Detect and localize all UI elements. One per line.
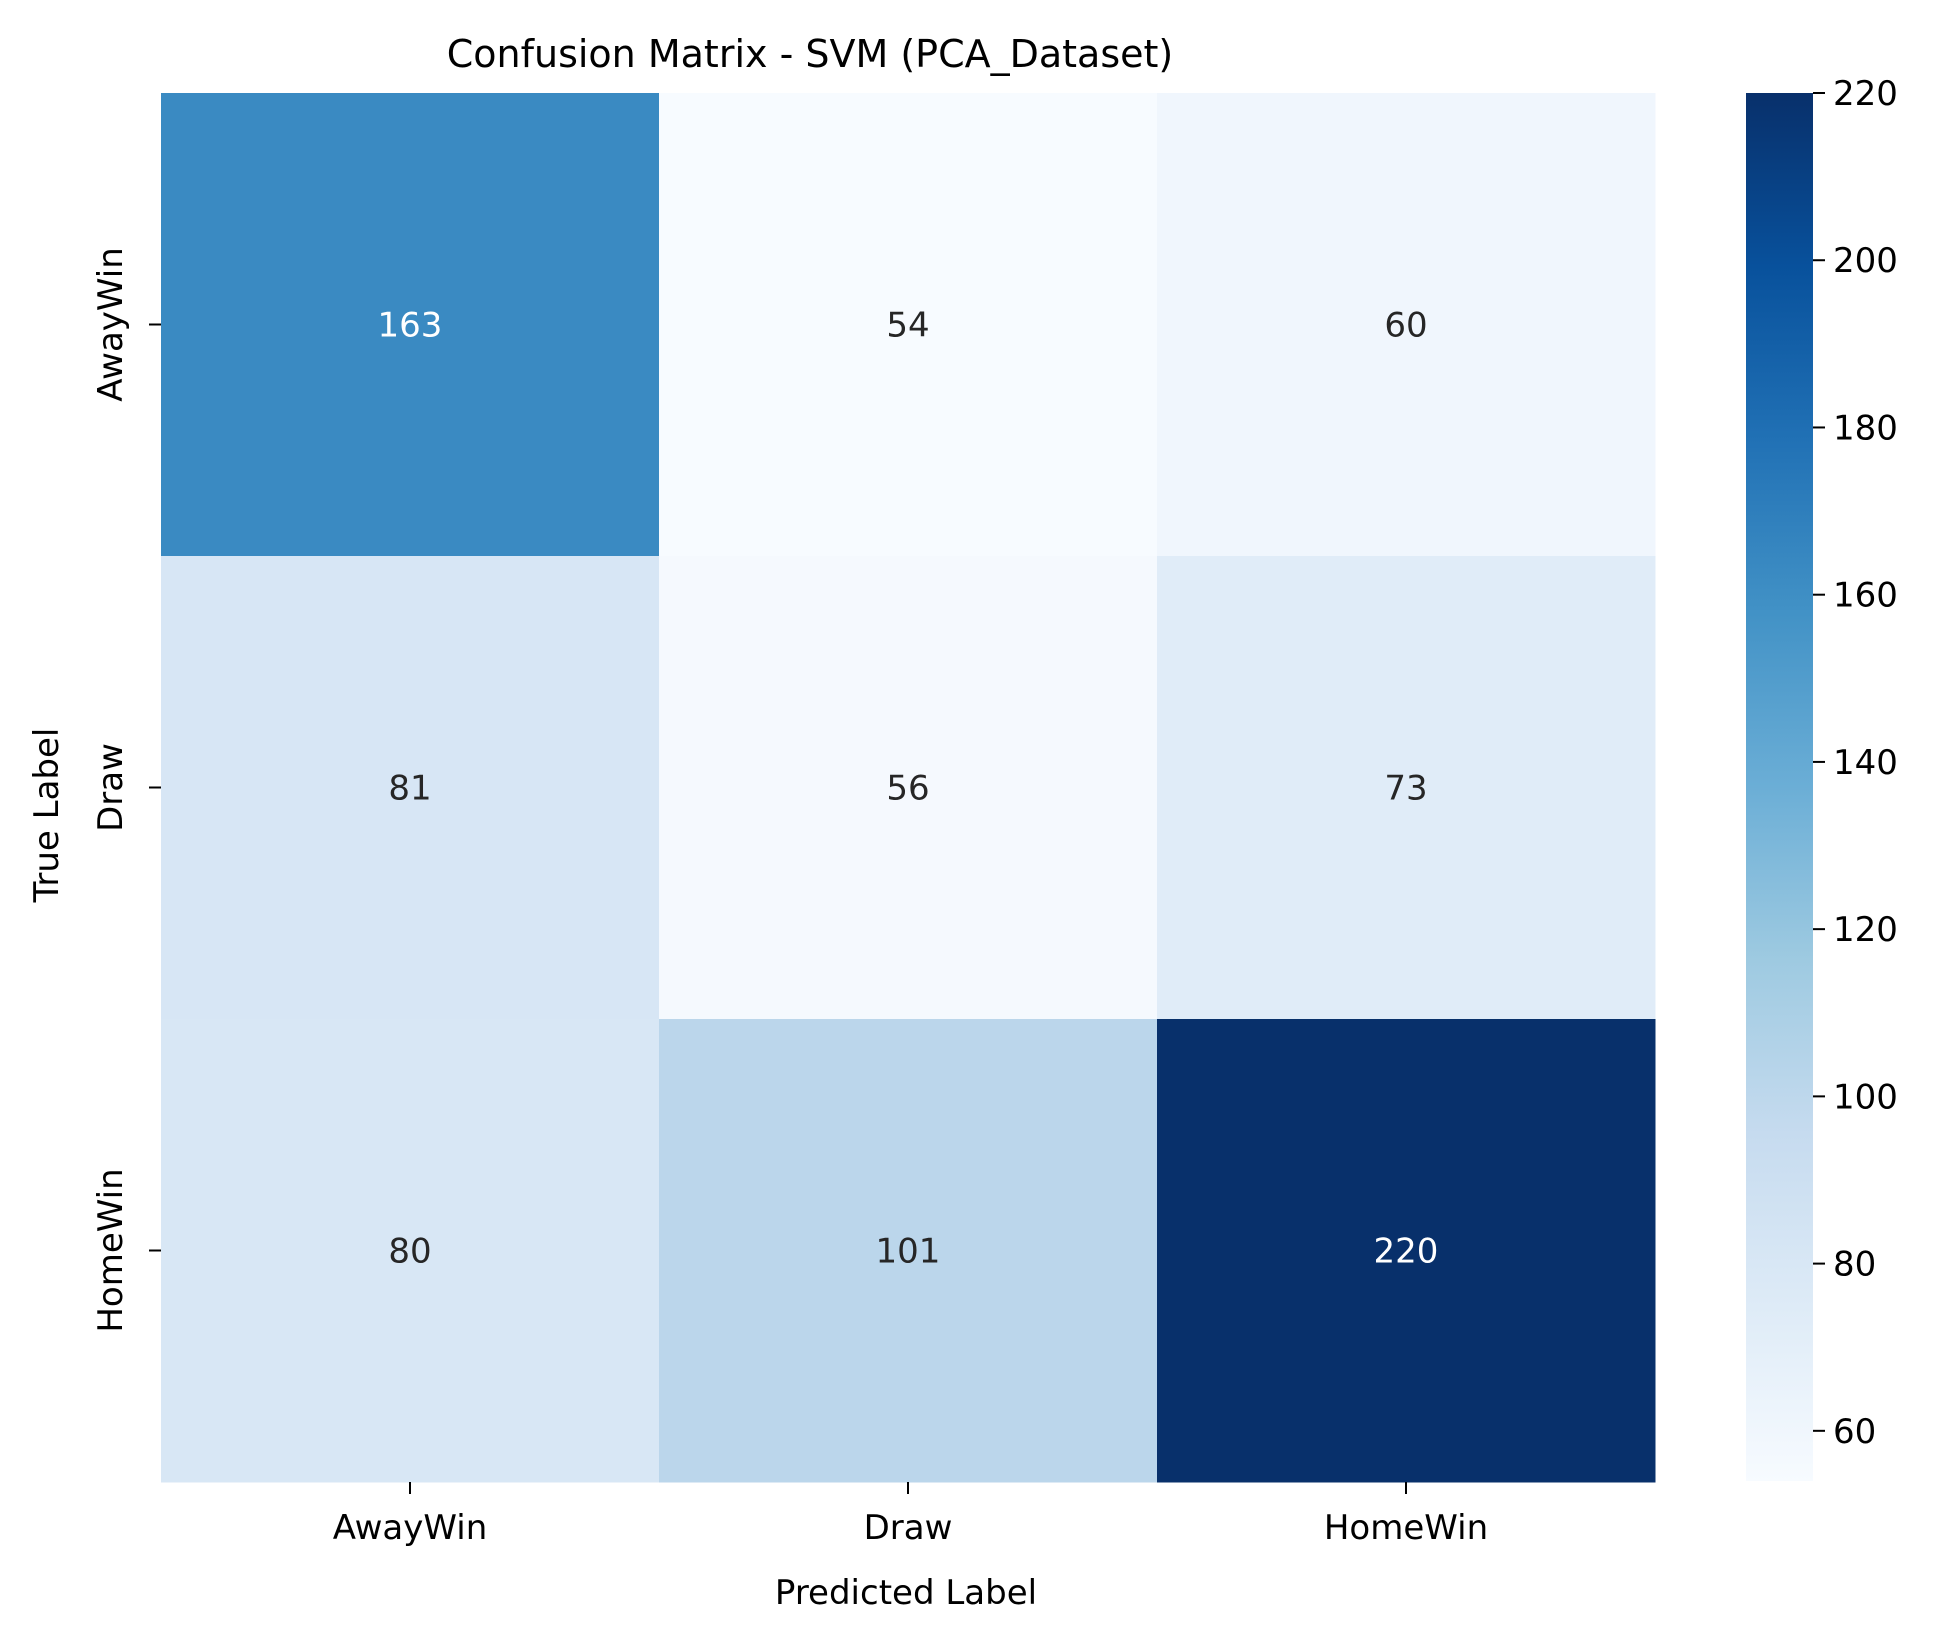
heatmap-cell [659,1019,1158,1483]
cell-value-label: 81 [388,769,431,809]
cell-value-label: 220 [1374,1232,1439,1272]
cell-value-label: 163 [378,306,443,346]
x-axis-label: Predicted Label [775,1573,1037,1613]
cell-value-label: 80 [388,1232,431,1272]
cell-value-label: 54 [886,306,929,346]
colorbar-axis: 60 80 100 120 140 160 180 200 220 [1813,74,1898,1452]
x-axis: AwayWin Draw HomeWin [333,1482,1488,1548]
colorbar-tick-label: 180 [1833,408,1898,448]
heatmap-cell [161,93,660,557]
colorbar-tick-label: 220 [1833,74,1898,114]
cell-value-label: 73 [1384,769,1427,809]
heatmap-cell [1157,556,1656,1020]
cell-annotations: 163 54 60 81 56 73 80 101 220 [378,306,1439,1272]
colorbar [1746,93,1813,1481]
heatmap-cells [161,93,1656,1483]
heatmap-cell [1157,1019,1656,1483]
heatmap-cell [1157,93,1656,557]
x-tick-label: Draw [864,1508,953,1548]
colorbar-tick-label: 60 [1833,1412,1876,1452]
heatmap-cell [659,556,1158,1020]
colorbar-tick-label: 120 [1833,910,1898,950]
colorbar-tick-label: 200 [1833,241,1898,281]
y-tick-label: Draw [91,743,131,832]
cell-value-label: 56 [886,769,929,809]
heatmap-cell [161,556,660,1020]
cell-value-label: 60 [1384,306,1427,346]
y-axis-label: True Label [27,728,67,904]
x-tick-label: HomeWin [1324,1508,1488,1548]
colorbar-tick-label: 100 [1833,1077,1898,1117]
y-axis: AwayWin Draw HomeWin [91,247,161,1333]
colorbar-tick-label: 80 [1833,1245,1876,1285]
x-tick-label: AwayWin [333,1508,488,1548]
heatmap-cell [659,93,1158,557]
y-tick-label: HomeWin [91,1168,131,1332]
colorbar-tick-label: 160 [1833,576,1898,616]
chart-title: Confusion Matrix - SVM (PCA_Dataset) [447,32,1174,76]
heatmap-cell [161,1019,660,1483]
y-tick-label: AwayWin [91,247,131,402]
colorbar-tick-label: 140 [1833,743,1898,783]
cell-value-label: 101 [876,1232,941,1272]
